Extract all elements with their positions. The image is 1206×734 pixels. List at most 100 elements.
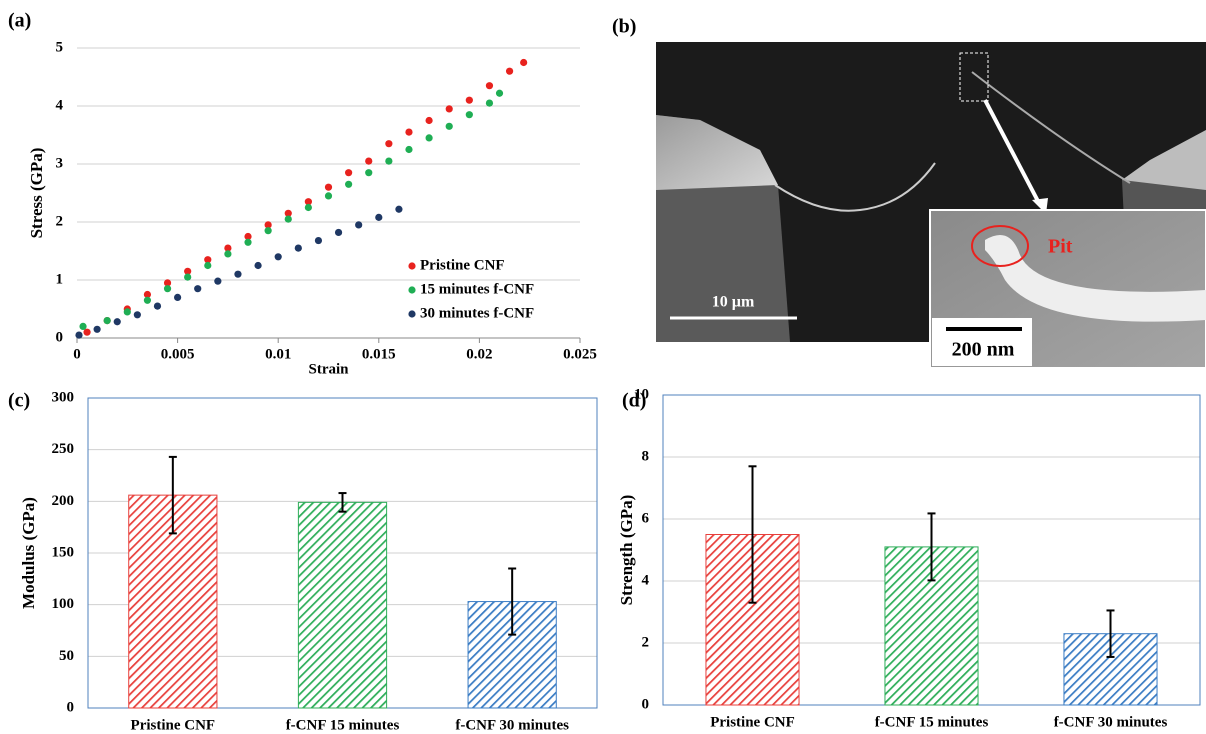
point bbox=[465, 111, 473, 119]
point bbox=[304, 203, 312, 212]
point bbox=[385, 157, 393, 165]
inset-fiber bbox=[985, 235, 1206, 322]
point bbox=[214, 277, 222, 285]
point bbox=[274, 253, 282, 261]
point bbox=[75, 331, 83, 339]
point bbox=[244, 232, 252, 241]
inset-scale-box bbox=[932, 318, 1032, 366]
point bbox=[324, 183, 333, 191]
point bbox=[103, 317, 111, 325]
y-tick-label: 0 bbox=[67, 699, 75, 715]
y-tick-label: 4 bbox=[642, 572, 650, 588]
point bbox=[264, 221, 272, 229]
y-tick-label: 6 bbox=[642, 510, 650, 526]
y-tick-label: 0 bbox=[56, 329, 64, 345]
point bbox=[254, 261, 262, 270]
point bbox=[294, 244, 302, 252]
point bbox=[445, 122, 453, 130]
point bbox=[405, 145, 413, 154]
y-tick-label: 100 bbox=[52, 596, 75, 612]
y-tick-label: 300 bbox=[52, 389, 75, 405]
point bbox=[465, 96, 473, 104]
point bbox=[395, 205, 403, 213]
point bbox=[505, 67, 514, 75]
point bbox=[184, 273, 192, 281]
point bbox=[284, 215, 292, 223]
point bbox=[153, 302, 162, 310]
point bbox=[355, 221, 363, 229]
sem-image: 10 µm Pit 200 nm (b) bbox=[612, 16, 1206, 369]
point bbox=[113, 318, 121, 326]
panel-label: (c) bbox=[8, 390, 30, 412]
point bbox=[234, 270, 242, 278]
y-tick-label: 4 bbox=[56, 97, 64, 113]
point bbox=[264, 227, 272, 235]
point bbox=[284, 209, 292, 217]
y-tick-label: 5 bbox=[56, 39, 64, 55]
fiber bbox=[774, 162, 936, 212]
legend-label: Pristine CNF bbox=[420, 257, 505, 273]
point bbox=[385, 140, 393, 148]
x-tick-label: 0.005 bbox=[161, 346, 195, 362]
y-tick-label: 2 bbox=[642, 634, 650, 650]
y-tick-label: 1 bbox=[56, 271, 64, 287]
point bbox=[143, 296, 152, 304]
arrow bbox=[983, 99, 1042, 206]
legend-label: 15 minutes f-CNF bbox=[420, 281, 534, 297]
point bbox=[93, 325, 101, 333]
point bbox=[143, 290, 152, 299]
point bbox=[405, 128, 413, 136]
point bbox=[520, 58, 528, 67]
point bbox=[375, 213, 383, 221]
zoom-box bbox=[959, 52, 989, 102]
point bbox=[204, 261, 212, 270]
point bbox=[485, 99, 494, 107]
point bbox=[224, 250, 232, 258]
y-axis-title: Strength (GPa) bbox=[617, 495, 636, 606]
point bbox=[204, 256, 212, 264]
point bbox=[495, 89, 504, 97]
pit-circle bbox=[971, 225, 1029, 267]
point bbox=[345, 169, 353, 177]
point bbox=[345, 180, 353, 188]
legend-marker bbox=[408, 310, 416, 318]
legend-marker bbox=[408, 286, 416, 294]
x-tick-label: f-CNF 30 minutes bbox=[1054, 714, 1168, 730]
point bbox=[133, 311, 141, 319]
y-tick-label: 8 bbox=[642, 448, 650, 464]
y-tick-label: 3 bbox=[56, 155, 64, 171]
x-tick-label: 0.025 bbox=[563, 346, 597, 362]
x-tick-label: f-CNF 15 minutes bbox=[286, 717, 400, 733]
legend-label: 30 minutes f-CNF bbox=[420, 305, 534, 321]
pit-label: Pit bbox=[1048, 236, 1073, 258]
point bbox=[174, 293, 182, 301]
point bbox=[445, 105, 453, 113]
point bbox=[163, 285, 172, 293]
point bbox=[79, 322, 87, 330]
point bbox=[123, 308, 131, 316]
x-tick-label: f-CNF 15 minutes bbox=[875, 714, 989, 730]
y-tick-label: 200 bbox=[52, 493, 75, 509]
x-tick-label: 0.01 bbox=[265, 346, 291, 362]
right-pillar-top bbox=[1122, 130, 1206, 190]
point bbox=[184, 267, 192, 275]
panel-label: (a) bbox=[8, 10, 31, 32]
y-tick-label: 0 bbox=[642, 696, 650, 712]
point bbox=[194, 285, 202, 293]
y-tick-label: 50 bbox=[59, 648, 74, 664]
point bbox=[324, 192, 333, 200]
y-axis-title: Stress (GPa) bbox=[27, 148, 46, 239]
point bbox=[314, 236, 323, 245]
y-tick-label: 10 bbox=[634, 386, 649, 402]
point bbox=[224, 244, 232, 252]
point bbox=[304, 198, 312, 206]
x-tick-label: Pristine CNF bbox=[131, 717, 216, 733]
y-tick-label: 2 bbox=[56, 213, 64, 229]
fiber bbox=[971, 71, 1131, 184]
point bbox=[244, 238, 252, 246]
point bbox=[425, 134, 433, 142]
point bbox=[334, 228, 343, 237]
point bbox=[365, 157, 373, 165]
inset-scale-label: 200 nm bbox=[952, 339, 1015, 361]
